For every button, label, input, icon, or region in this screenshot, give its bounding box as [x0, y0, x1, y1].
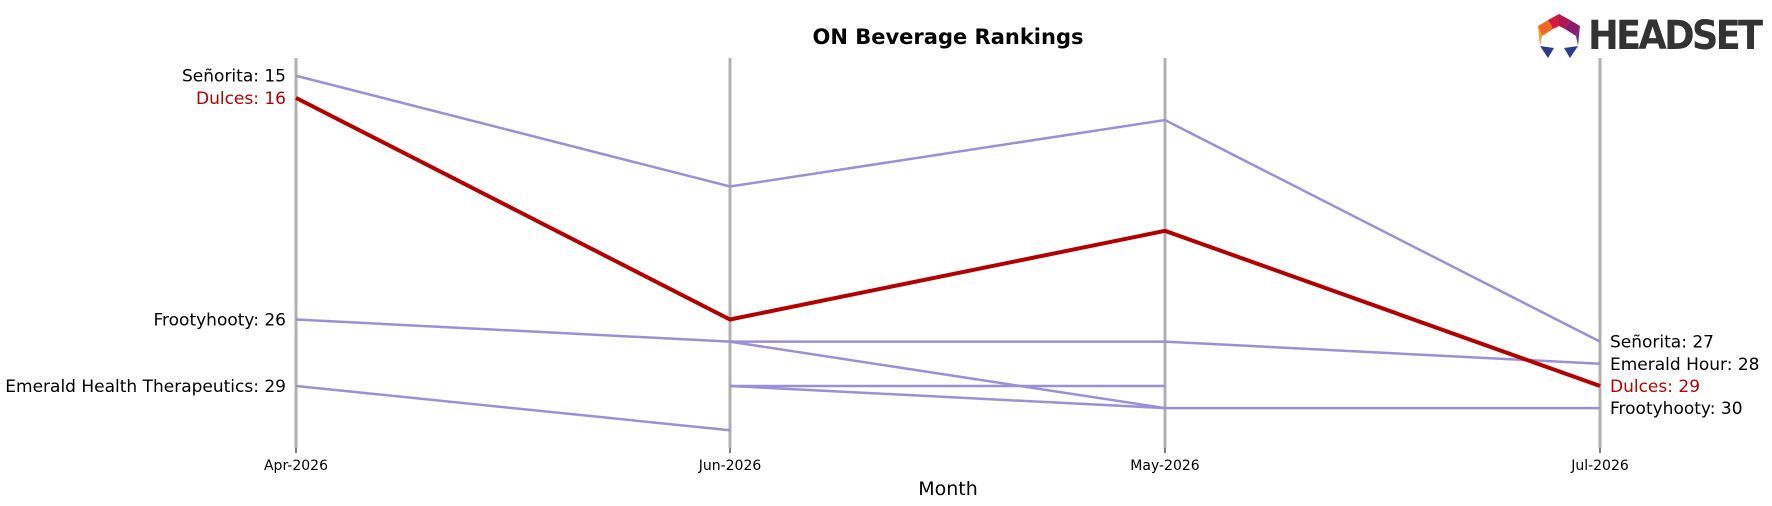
x-tick-label: May-2026 — [1130, 458, 1199, 474]
headset-logo-text: HEADSET — [1588, 13, 1763, 59]
right-rank-label: Señorita: 27 — [1610, 333, 1714, 353]
left-rank-label: Dulces: 16 — [196, 89, 286, 109]
x-axis-label: Month — [918, 478, 978, 500]
chart-title: ON Beverage Rankings — [813, 25, 1084, 49]
left-rank-label: Señorita: 15 — [182, 67, 286, 87]
right-rank-label: Emerald Hour: 28 — [1610, 355, 1760, 375]
right-rank-label: Frootyhooty: 30 — [1610, 399, 1743, 419]
series-lines — [295, 74, 1601, 432]
headset-logo-icon — [1538, 14, 1580, 58]
x-tick-label: Apr-2026 — [264, 458, 328, 474]
series-line-se-orita — [295, 74, 1601, 343]
x-tick-label: Jun-2026 — [698, 458, 762, 474]
series-line-emerald-hour — [730, 340, 1601, 366]
series-line-dulces — [295, 96, 1601, 388]
series-line-emerald-health-therapeutics — [295, 384, 731, 432]
left-rank-label: Emerald Health Therapeutics: 29 — [5, 377, 286, 397]
headset-logo: HEADSET — [1536, 12, 1772, 60]
x-tick-label: Jul-2026 — [1570, 458, 1629, 474]
left-rank-label: Frootyhooty: 26 — [153, 310, 286, 330]
series-line-frootyhooty — [295, 318, 1600, 410]
month-axes: Apr-2026 Jun-2026 May-2026 Jul-2026 — [264, 58, 1629, 474]
series-line — [729, 384, 1166, 410]
right-rank-label: Dulces: 29 — [1610, 377, 1700, 397]
